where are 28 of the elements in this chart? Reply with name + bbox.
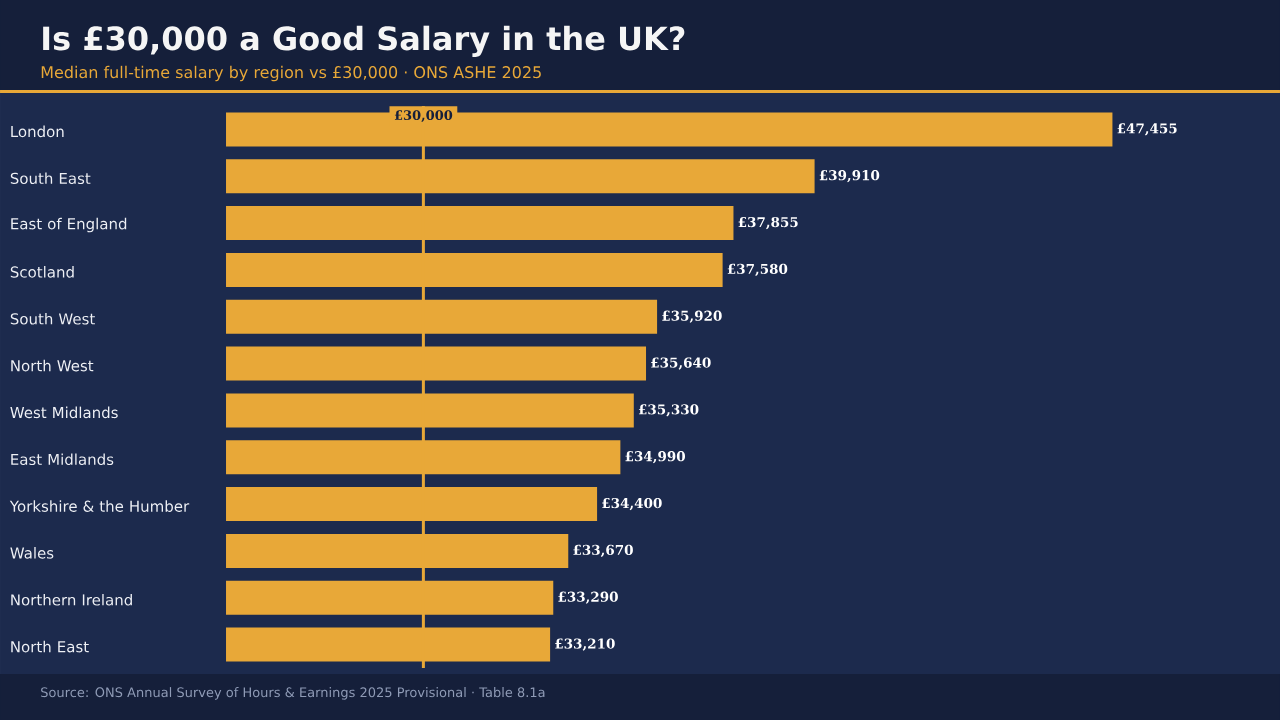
y-tick-label: East of England: [11, 217, 127, 233]
data-label: £34,990: [625, 451, 686, 464]
data-label: £37,580: [727, 263, 788, 277]
chart-subtitle: Median full-time salary by region vs £30,000 · ONS ASHE 2025: [41, 65, 541, 82]
data-label: £33,670: [573, 544, 633, 558]
data-label: £34,400: [602, 497, 662, 511]
data-label: £35,920: [662, 310, 722, 323]
y-tick-label: North East: [11, 640, 89, 653]
data-label: £39,910: [819, 170, 880, 183]
ref-line-label: £30,000: [394, 110, 453, 122]
y-tick-label: South East: [10, 172, 91, 185]
data-label: £47,455: [1117, 123, 1177, 136]
data-label: £35,330: [638, 404, 699, 417]
y-tick-label: South West: [10, 312, 95, 325]
y-tick-label: Yorkshire & the Humber: [9, 500, 190, 512]
y-tick-label: London: [11, 125, 64, 138]
y-tick-label: Northern Ireland: [11, 593, 132, 606]
y-tick-label: West Midlands: [10, 406, 118, 419]
y-tick-label: Scotland: [10, 266, 74, 278]
y-tick-label: Wales: [10, 547, 54, 559]
y-tick-label: East Midlands: [11, 453, 114, 466]
data-label: £37,855: [738, 216, 798, 230]
data-label: £33,290: [558, 591, 618, 604]
data-label: £33,210: [555, 638, 615, 651]
chart-title: Is £30,000 a Good Salary in the UK?: [43, 25, 685, 57]
source-note: Source: ONS Annual Survey of Hours & Earnings 2025 Provisional · Table 8.1a: [41, 687, 545, 700]
y-tick-label: North West: [11, 359, 94, 372]
data-label: £35,640: [651, 357, 711, 370]
